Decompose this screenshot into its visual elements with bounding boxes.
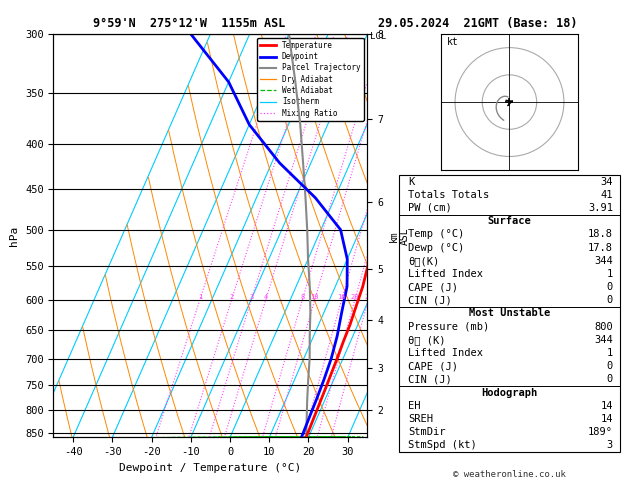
Text: 800: 800	[594, 322, 613, 331]
Text: 1: 1	[607, 348, 613, 358]
Text: 344: 344	[594, 335, 613, 345]
Text: Totals Totals: Totals Totals	[408, 190, 489, 200]
Text: CAPE (J): CAPE (J)	[408, 282, 458, 292]
Text: 0: 0	[607, 374, 613, 384]
Text: 34: 34	[601, 176, 613, 187]
Text: 41: 41	[601, 190, 613, 200]
Text: θᴇ(K): θᴇ(K)	[408, 256, 440, 266]
Text: 344: 344	[594, 256, 613, 266]
Text: 0: 0	[607, 295, 613, 305]
Text: EH: EH	[408, 401, 421, 411]
Text: Hodograph: Hodograph	[481, 388, 538, 398]
Text: StmSpd (kt): StmSpd (kt)	[408, 440, 477, 451]
Text: 9°59'N  275°12'W  1155m ASL: 9°59'N 275°12'W 1155m ASL	[92, 17, 285, 30]
Text: 16: 16	[337, 294, 346, 299]
Text: 25: 25	[364, 294, 372, 299]
Text: CAPE (J): CAPE (J)	[408, 361, 458, 371]
Text: StmDir: StmDir	[408, 427, 446, 437]
X-axis label: Dewpoint / Temperature (°C): Dewpoint / Temperature (°C)	[120, 463, 301, 473]
Text: 3.91: 3.91	[588, 203, 613, 213]
Text: CIN (J): CIN (J)	[408, 295, 452, 305]
Text: K: K	[408, 176, 415, 187]
Text: kt: kt	[447, 37, 459, 47]
Text: © weatheronline.co.uk: © weatheronline.co.uk	[453, 469, 566, 479]
Text: 8: 8	[300, 294, 304, 299]
Text: Most Unstable: Most Unstable	[469, 309, 550, 318]
Text: Pressure (mb): Pressure (mb)	[408, 322, 489, 331]
Text: CIN (J): CIN (J)	[408, 374, 452, 384]
Text: Lifted Index: Lifted Index	[408, 269, 483, 279]
Text: 14: 14	[601, 401, 613, 411]
Text: 20: 20	[350, 294, 359, 299]
Text: 29.05.2024  21GMT (Base: 18): 29.05.2024 21GMT (Base: 18)	[378, 17, 578, 30]
Text: 4: 4	[264, 294, 268, 299]
Text: 17.8: 17.8	[588, 243, 613, 253]
Text: Dewp (°C): Dewp (°C)	[408, 243, 464, 253]
Y-axis label: km
ASL: km ASL	[389, 227, 410, 244]
Text: 3: 3	[249, 294, 253, 299]
Text: θᴇ (K): θᴇ (K)	[408, 335, 446, 345]
Text: SREH: SREH	[408, 414, 433, 424]
Text: PW (cm): PW (cm)	[408, 203, 452, 213]
Text: 10: 10	[311, 294, 319, 299]
Text: Lifted Index: Lifted Index	[408, 348, 483, 358]
Text: 189°: 189°	[588, 427, 613, 437]
Text: 18.8: 18.8	[588, 229, 613, 239]
Text: Temp (°C): Temp (°C)	[408, 229, 464, 239]
Text: 1: 1	[607, 269, 613, 279]
Text: 14: 14	[601, 414, 613, 424]
Y-axis label: hPa: hPa	[9, 226, 19, 246]
Legend: Temperature, Dewpoint, Parcel Trajectory, Dry Adiabat, Wet Adiabat, Isotherm, Mi: Temperature, Dewpoint, Parcel Trajectory…	[257, 38, 364, 121]
Text: 0: 0	[607, 282, 613, 292]
Text: Surface: Surface	[487, 216, 532, 226]
Text: 1: 1	[198, 294, 202, 299]
Text: 2: 2	[230, 294, 234, 299]
Text: 3: 3	[607, 440, 613, 451]
Text: 0: 0	[607, 361, 613, 371]
Text: LCL: LCL	[370, 32, 387, 41]
